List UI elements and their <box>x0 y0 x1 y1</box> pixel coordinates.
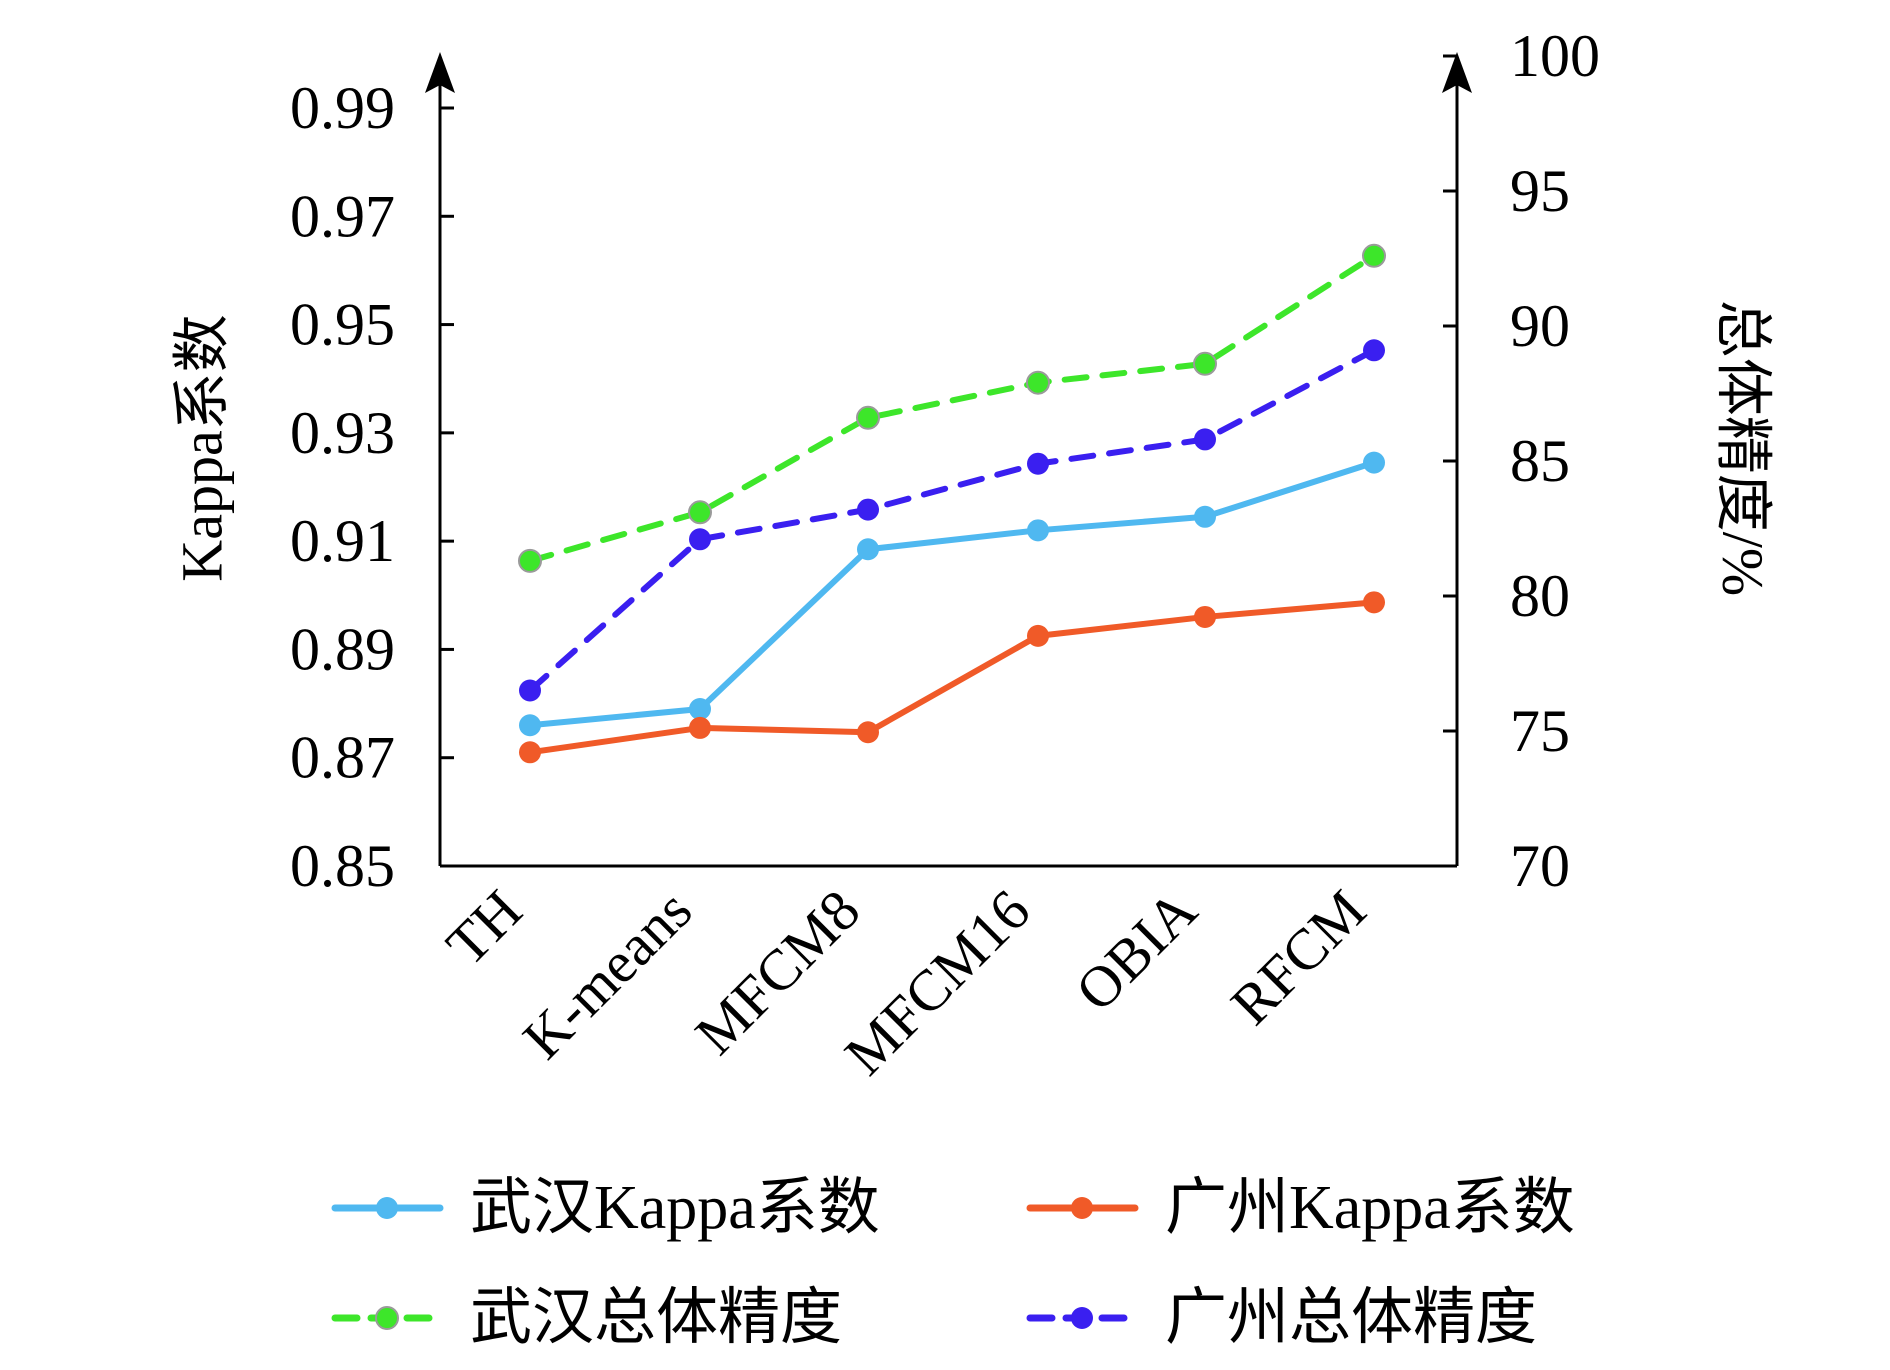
x-category-label: TH <box>434 877 535 978</box>
right-tick-label: 100 <box>1510 23 1600 89</box>
legend-swatch-marker <box>1071 1197 1093 1219</box>
left-tick-label: 0.91 <box>290 508 395 574</box>
right-tick-label: 80 <box>1510 563 1570 629</box>
right-tick-label: 70 <box>1510 833 1570 899</box>
x-category-label: MFCM16 <box>832 877 1042 1087</box>
right-tick-label: 90 <box>1510 293 1570 359</box>
data-point <box>689 528 711 551</box>
data-point <box>1027 519 1049 542</box>
left-tick-label: 0.99 <box>290 75 395 141</box>
data-point <box>1193 351 1217 376</box>
data-point <box>856 405 880 430</box>
legend-item: 广州总体精度 <box>1026 1284 1537 1352</box>
right-y-ticks: 70 75 80 85 90 95 100 <box>1443 23 1600 899</box>
data-point <box>857 538 879 561</box>
right-tick-label: 95 <box>1510 158 1570 224</box>
series-武汉总体精度 <box>518 243 1386 573</box>
left-tick-label: 0.95 <box>290 292 395 358</box>
legend-label: 广州总体精度 <box>1165 1284 1537 1352</box>
data-point <box>518 548 542 573</box>
data-point <box>1194 505 1216 528</box>
data-point <box>857 721 879 744</box>
right-axis-title: 总体精度/% <box>1711 300 1776 596</box>
series-layer <box>518 243 1386 764</box>
legend-swatch-marker <box>375 1306 399 1330</box>
left-tick-label: 0.87 <box>290 725 395 791</box>
legend-label: 武汉总体精度 <box>470 1284 842 1352</box>
series-line <box>527 252 1377 564</box>
data-point <box>689 716 711 739</box>
legend-swatch-marker <box>376 1197 398 1219</box>
data-point <box>689 697 711 720</box>
legend-item: 广州Kappa系数 <box>1026 1174 1575 1242</box>
data-point <box>519 741 541 764</box>
left-axis-title: Kappa系数 <box>169 314 234 581</box>
data-point <box>519 714 541 737</box>
series-line <box>527 599 1377 756</box>
series-武汉Kappa系数 <box>519 451 1385 737</box>
right-tick-label: 85 <box>1510 428 1570 494</box>
left-y-ticks: 0.85 0.87 0.89 0.91 0.93 0.95 0.97 0.99 <box>290 75 454 899</box>
data-point <box>1363 451 1385 474</box>
data-point <box>688 500 712 525</box>
left-tick-label: 0.85 <box>290 833 395 899</box>
x-category-label: K-means <box>510 877 704 1071</box>
series-line <box>527 459 1377 729</box>
data-point <box>1027 624 1049 647</box>
x-category-label: OBIA <box>1063 877 1209 1023</box>
legend-swatch-marker <box>1071 1307 1093 1329</box>
data-point <box>1363 591 1385 614</box>
data-point <box>1194 428 1216 451</box>
right-tick-label: 75 <box>1510 698 1570 764</box>
series-line <box>527 347 1377 694</box>
data-point <box>1026 370 1050 395</box>
data-point <box>1194 605 1216 628</box>
legend-label: 武汉Kappa系数 <box>470 1174 880 1242</box>
data-point <box>1362 243 1386 268</box>
data-point <box>519 679 541 702</box>
legend-item: 武汉Kappa系数 <box>331 1174 880 1242</box>
left-y-axis-arrow-icon <box>425 52 455 93</box>
legend-item: 武汉总体精度 <box>331 1284 842 1352</box>
data-point <box>857 498 879 521</box>
left-tick-label: 0.93 <box>290 400 395 466</box>
right-y-axis-arrow-icon <box>1442 52 1472 93</box>
legend-label: 广州Kappa系数 <box>1165 1174 1575 1242</box>
data-point <box>1363 339 1385 362</box>
series-广州Kappa系数 <box>519 591 1385 764</box>
x-category-label: RFCM <box>1218 877 1378 1037</box>
series-广州总体精度 <box>519 339 1385 702</box>
left-tick-label: 0.89 <box>290 616 395 682</box>
left-tick-label: 0.97 <box>290 183 395 249</box>
data-point <box>1027 452 1049 475</box>
